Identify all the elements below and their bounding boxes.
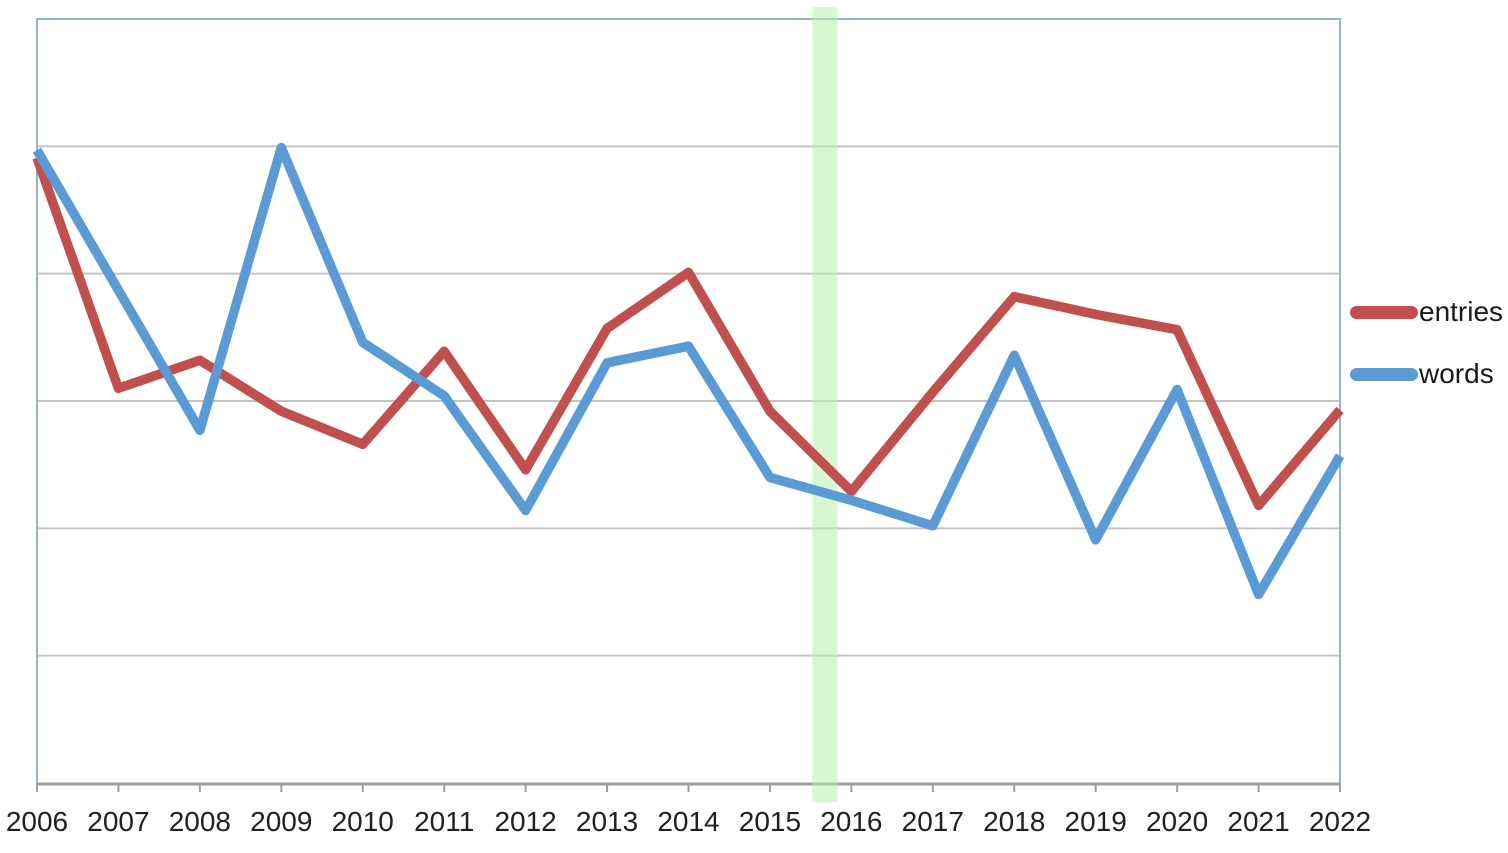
legend-label-entries: entries: [1419, 296, 1504, 327]
series-line-entries: [32, 156, 1344, 511]
words-line-swatch: [1350, 367, 1418, 381]
legend: entries words: [1350, 296, 1503, 420]
legend-label-words: words: [1419, 358, 1494, 389]
highlight-band: [812, 7, 838, 802]
series-line-words: [32, 142, 1345, 600]
legend-item-words: words: [1350, 358, 1503, 390]
legend-item-entries: entries: [1350, 296, 1503, 328]
entries-line-swatch: [1350, 305, 1418, 319]
